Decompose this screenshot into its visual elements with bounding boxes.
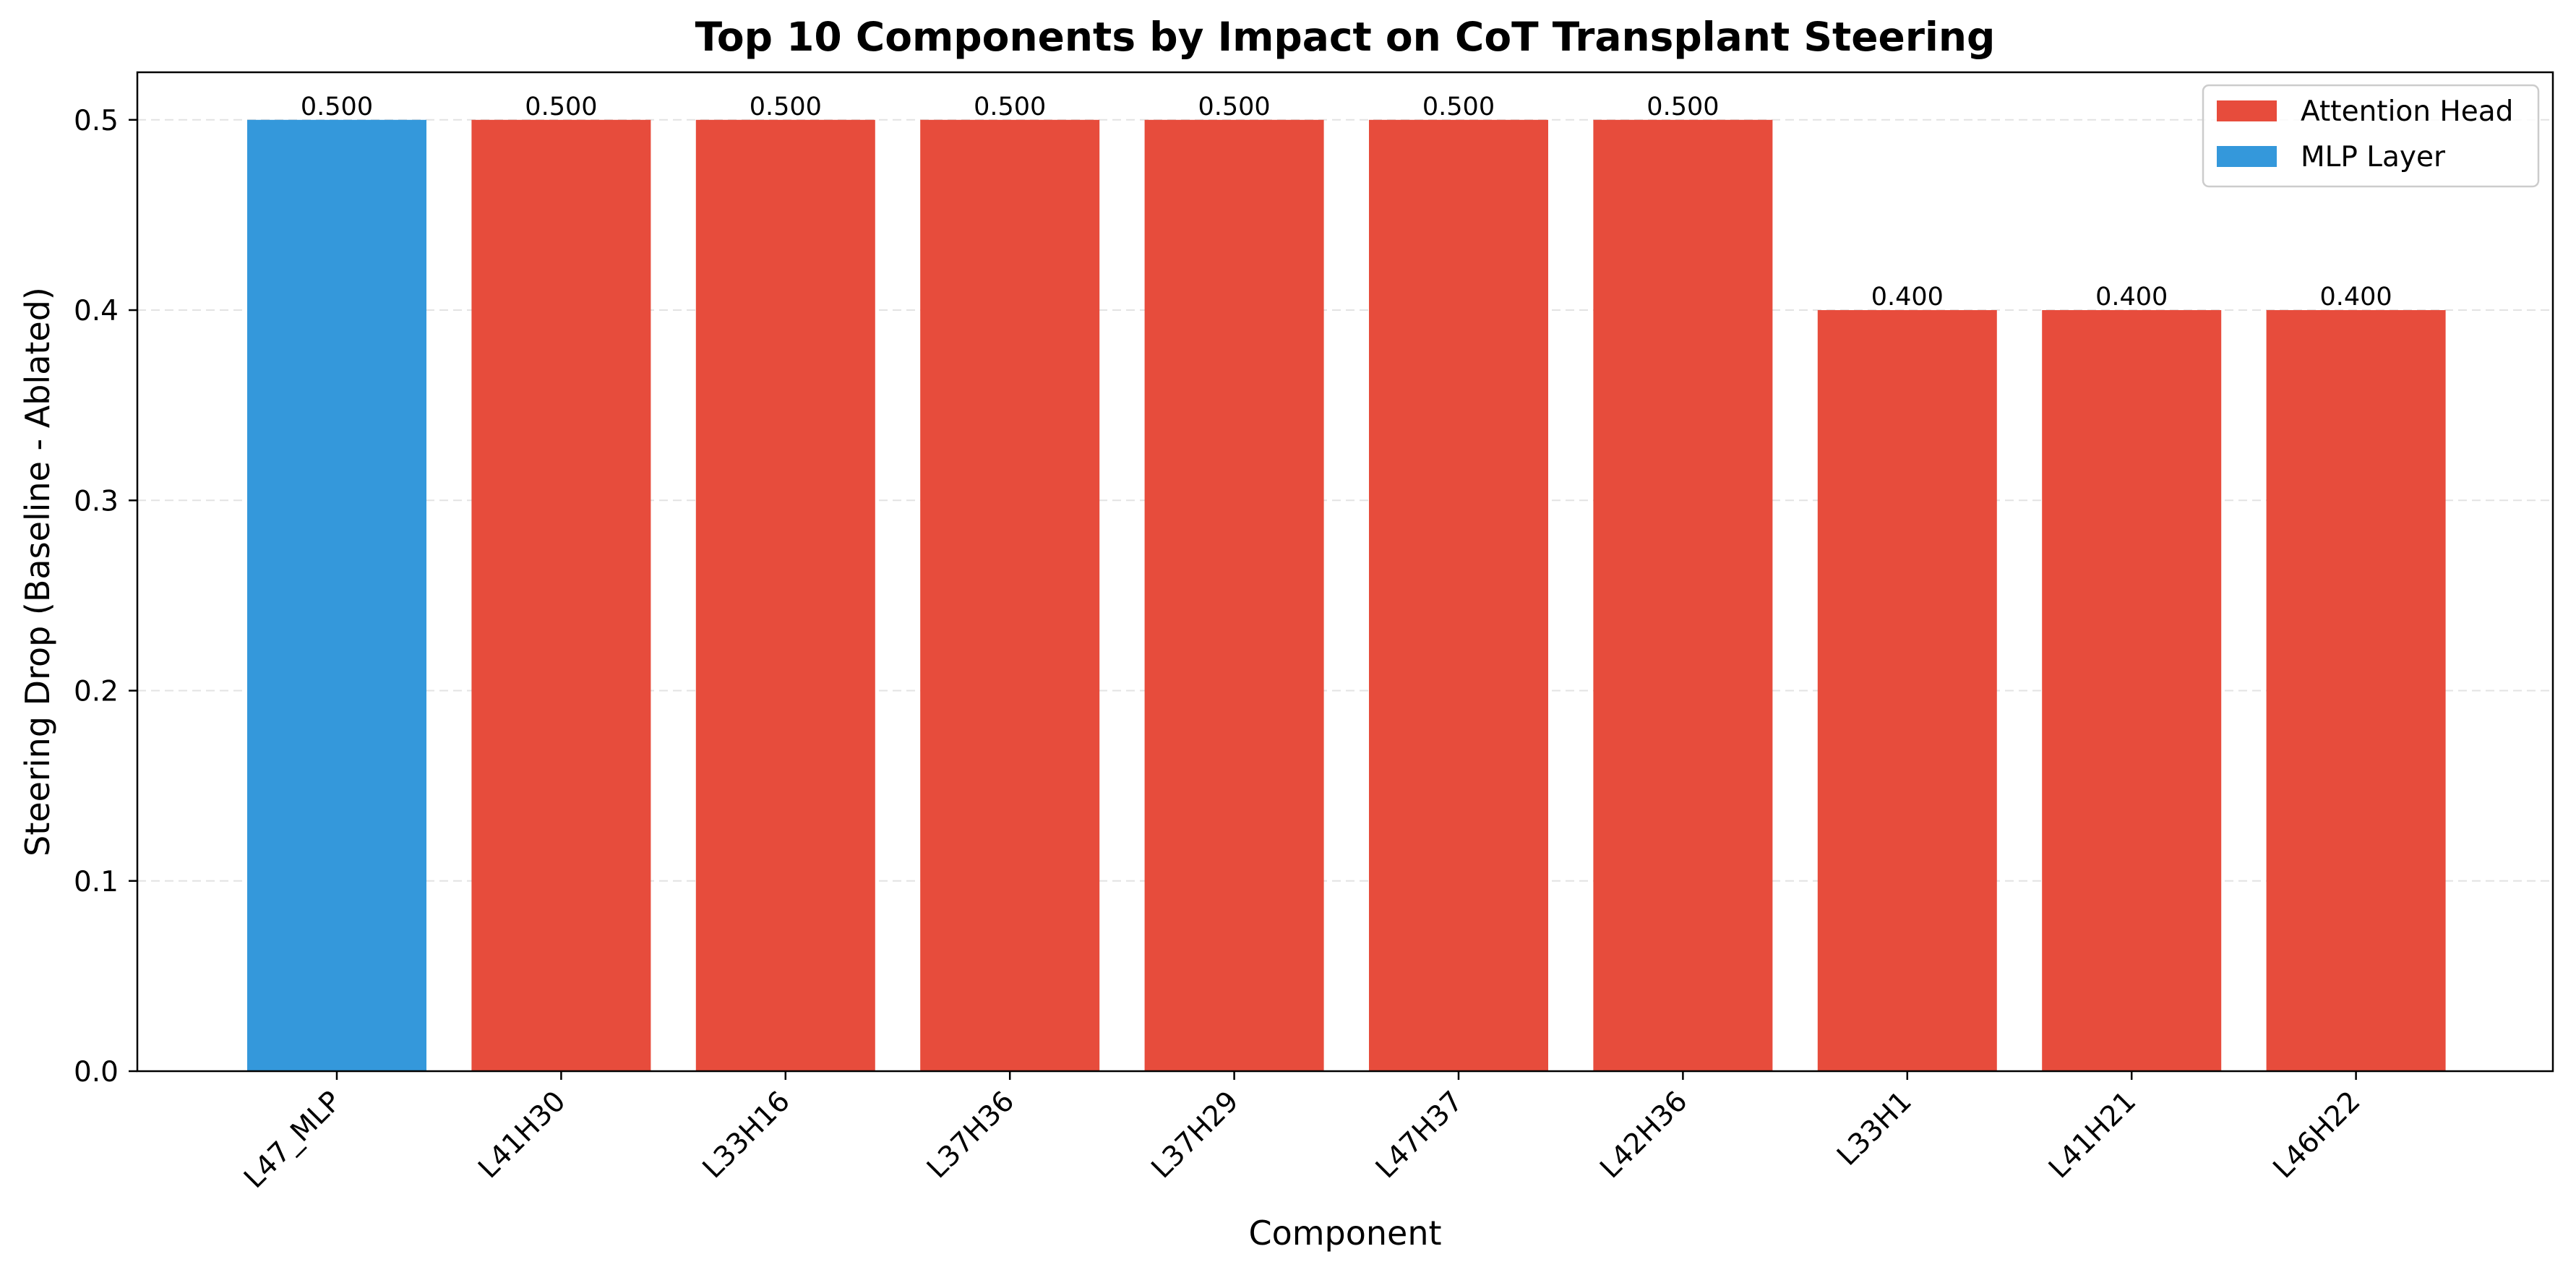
x-tick-label: L37H29 (1146, 1085, 1245, 1185)
y-tick-label: 0.4 (74, 295, 119, 327)
legend-swatch-attention-head (2217, 100, 2277, 121)
data-label: 0.400 (2319, 283, 2392, 312)
data-label: 0.500 (750, 93, 822, 121)
y-tick-label: 0.1 (74, 866, 119, 898)
y-tick-label: 0.0 (74, 1056, 119, 1089)
x-tick-label: L46H22 (2267, 1085, 2367, 1185)
x-tick-label: L33H1 (1831, 1085, 1918, 1172)
bar-l37h36 (920, 119, 1100, 1071)
data-label: 0.500 (974, 93, 1046, 121)
x-axis: L47_MLP L41H30 L33H16 L37H36 L37H29 L47H37 L42… (238, 1071, 2367, 1195)
bar-l37h29 (1144, 119, 1324, 1071)
plot-frame (136, 71, 2554, 1073)
x-tick-label: L41H21 (2043, 1085, 2142, 1185)
x-axis-label: Component (1248, 1214, 1441, 1253)
data-label: 0.500 (1647, 93, 1719, 121)
y-tick-label: 0.5 (74, 105, 119, 137)
x-tick-label: L33H16 (697, 1085, 797, 1185)
x-tick-label: L42H36 (1594, 1085, 1693, 1185)
data-label: 0.400 (2095, 283, 2168, 312)
x-tick-label: L47H37 (1370, 1085, 1469, 1185)
legend: Attention Head MLP Layer (2202, 84, 2540, 188)
bars (247, 119, 2446, 1071)
data-label: 0.500 (1422, 93, 1495, 121)
x-tick-label: L41H30 (472, 1085, 572, 1185)
y-axis-label: Steering Drop (Baseline - Ablated) (18, 287, 57, 857)
bar-l42h36 (1593, 119, 1773, 1071)
y-tick-label: 0.2 (74, 676, 119, 708)
x-tick-label: L37H36 (921, 1085, 1021, 1185)
bar-l41h30 (471, 119, 651, 1071)
bar-l33h1 (1817, 310, 1997, 1071)
value-labels: 0.500 0.500 0.500 0.500 0.500 0.500 0.500 0.400… (301, 93, 2392, 312)
y-tick-label: 0.3 (74, 485, 119, 518)
legend-box (2202, 84, 2540, 188)
legend-swatch-mlp-layer (2217, 146, 2277, 167)
bar-l47h37 (1369, 119, 1548, 1071)
bar-l47_mlp (247, 119, 426, 1071)
data-label: 0.500 (301, 93, 373, 121)
data-label: 0.500 (1198, 93, 1270, 121)
chart-title: Top 10 Components by Impact on CoT Trans… (695, 14, 1996, 60)
y-axis: 0.0 0.1 0.2 0.3 0.4 0.5 (74, 105, 137, 1089)
data-label: 0.500 (525, 93, 597, 121)
data-label: 0.400 (1871, 283, 1944, 312)
legend-label-mlp-layer: MLP Layer (2301, 141, 2446, 173)
bar-l46h22 (2266, 310, 2446, 1071)
bar-l41h21 (2042, 310, 2222, 1071)
bar-l33h16 (695, 119, 875, 1071)
legend-label-attention-head: Attention Head (2301, 95, 2513, 128)
x-tick-label: L47_MLP (238, 1085, 348, 1195)
